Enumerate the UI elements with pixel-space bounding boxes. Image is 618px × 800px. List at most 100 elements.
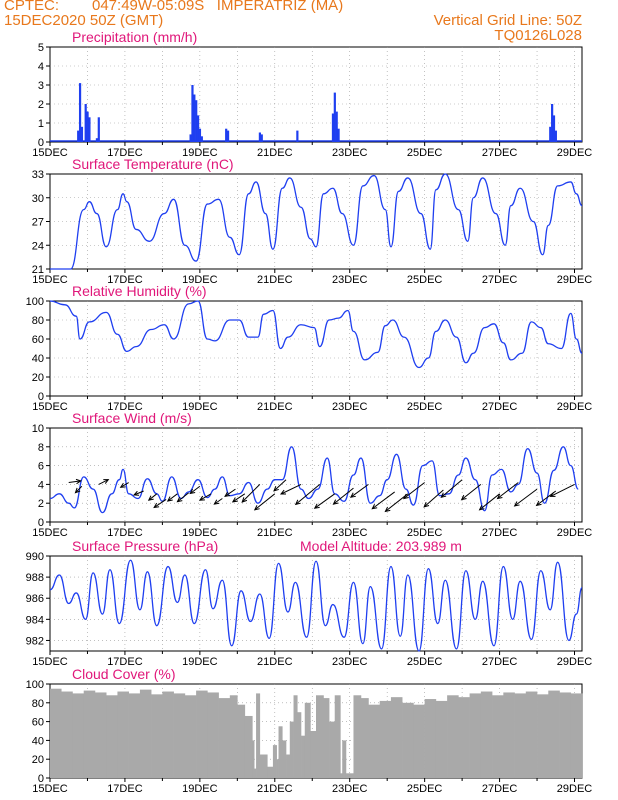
wind-arrow-head bbox=[332, 499, 339, 505]
x-tick-label: 17DEC bbox=[107, 527, 143, 539]
cloud-cover-column bbox=[173, 693, 186, 778]
x-tick-label: 23DEC bbox=[332, 656, 368, 668]
precip-bar bbox=[554, 130, 557, 142]
cloud-cover-column bbox=[304, 702, 311, 778]
wind-arrow-head bbox=[231, 497, 238, 503]
wind-arrow-head bbox=[440, 492, 447, 499]
panel-annotation: Model Altitude: 203.989 m bbox=[300, 538, 462, 554]
wind-arrow-head bbox=[119, 482, 126, 488]
cloud-cover-column bbox=[207, 692, 219, 778]
wind-arrow-shaft bbox=[148, 493, 158, 501]
y-tick-label: 4 bbox=[38, 61, 44, 73]
x-tick-label: 29DEC bbox=[557, 527, 593, 539]
cloud-cover-column bbox=[278, 726, 283, 778]
panel-frame bbox=[49, 46, 583, 143]
x-tick-label: 19DEC bbox=[182, 783, 218, 795]
wind-arrow-head bbox=[313, 503, 320, 509]
cloud-cover-column bbox=[94, 692, 107, 778]
precip-bar bbox=[551, 104, 554, 142]
x-tick-label: 17DEC bbox=[107, 147, 143, 159]
x-tick-label: 27DEC bbox=[482, 527, 518, 539]
relative-humidity-line bbox=[49, 300, 583, 369]
x-tick-label: 23DEC bbox=[332, 147, 368, 159]
precip-bar bbox=[552, 115, 556, 142]
cloud-cover-column bbox=[323, 698, 330, 778]
cloud-cover-column bbox=[469, 693, 482, 778]
wind-arrow-head bbox=[147, 495, 154, 501]
cloud-cover-column bbox=[151, 694, 163, 778]
y-tick-label: 24 bbox=[32, 240, 44, 252]
wind-arrow-shaft bbox=[214, 498, 223, 505]
wind-arrow-head bbox=[74, 487, 81, 494]
cloud-cover-column bbox=[353, 695, 362, 778]
wind-arrow-shaft bbox=[314, 493, 336, 509]
header-location: 047:49W-05:09S IMPERATRIZ (MA) bbox=[92, 0, 344, 14]
cloud-cover-column bbox=[345, 773, 351, 778]
cloud-cover-column bbox=[402, 702, 414, 778]
cloud-cover-column bbox=[360, 698, 369, 778]
precip-bar bbox=[331, 113, 335, 142]
x-tick-label: 17DEC bbox=[107, 401, 143, 413]
cloud-cover-column bbox=[256, 693, 261, 778]
cloud-cover-column bbox=[267, 766, 274, 778]
x-tick-label: 17DEC bbox=[107, 656, 143, 668]
header-center: CPTEC: bbox=[4, 0, 60, 14]
x-tick-label: 17DEC bbox=[107, 274, 143, 286]
cloud-cover-column bbox=[50, 688, 62, 778]
x-tick-label: 23DEC bbox=[332, 401, 368, 413]
x-tick-label: 25DEC bbox=[407, 527, 443, 539]
panel-title: Cloud Cover (%) bbox=[72, 666, 175, 682]
wind-arrow-shaft bbox=[75, 485, 83, 494]
precip-bar bbox=[335, 111, 338, 142]
wind-speed-line bbox=[49, 446, 579, 514]
y-tick-label: 80 bbox=[32, 315, 44, 327]
wind-arrow-head bbox=[279, 489, 287, 495]
cloud-cover-column bbox=[196, 690, 208, 778]
y-tick-label: 988 bbox=[26, 572, 44, 584]
cloud-cover-column bbox=[252, 740, 255, 778]
wind-arrow-shaft bbox=[479, 493, 500, 511]
x-tick-label: 19DEC bbox=[182, 274, 218, 286]
wind-arrow-head bbox=[513, 501, 520, 507]
x-tick-label: 25DEC bbox=[407, 656, 443, 668]
y-tick-label: 40 bbox=[32, 735, 44, 747]
cloud-cover-column bbox=[424, 699, 437, 778]
cloud-cover-column bbox=[379, 700, 392, 778]
wind-arrow-shaft bbox=[167, 493, 178, 502]
cloud-cover-column bbox=[559, 692, 572, 778]
wind-arrow-shaft bbox=[177, 492, 189, 503]
panel-surface-wind: 0 2 4 6 8 10 15DEC 17DEC 19DEC 21DEC 23DEC 25DEC 27D… bbox=[32, 410, 593, 539]
cloud-cover-column bbox=[301, 735, 306, 778]
precip-bar bbox=[86, 111, 89, 142]
y-tick-label: 27 bbox=[32, 217, 44, 229]
wind-arrow-head bbox=[294, 499, 301, 506]
panel-frame bbox=[49, 555, 583, 652]
x-tick-label: 15DEC bbox=[32, 147, 68, 159]
wind-arrow-shaft bbox=[273, 479, 287, 492]
cloud-cover-column bbox=[570, 693, 583, 778]
y-tick-label: 4 bbox=[38, 479, 44, 491]
y-tick-label: 3 bbox=[38, 80, 44, 92]
cloud-cover-column bbox=[162, 691, 174, 778]
x-tick-label: 27DEC bbox=[482, 147, 518, 159]
wind-arrow-head bbox=[198, 495, 205, 501]
cloud-cover-column bbox=[184, 695, 197, 778]
x-tick-label: 19DEC bbox=[182, 401, 218, 413]
cloud-cover-column bbox=[244, 715, 253, 778]
precip-bar bbox=[198, 128, 202, 142]
wind-arrow-head bbox=[213, 499, 220, 505]
cloud-cover-column bbox=[237, 704, 246, 778]
panel-title: Surface Temperature (nC) bbox=[72, 156, 234, 172]
wind-arrow-shaft bbox=[254, 493, 276, 511]
wind-arrow-head bbox=[535, 500, 542, 507]
precip-bar bbox=[189, 134, 192, 142]
wind-arrow-shaft bbox=[550, 483, 575, 497]
panel-relative-humidity: 0 20 40 60 80 100 15DEC 17DEC 19DEC 21DEC 23DEC 25D… bbox=[26, 283, 593, 413]
x-tick-label: 15DEC bbox=[32, 656, 68, 668]
precip-bar bbox=[226, 130, 230, 142]
wind-arrow-head bbox=[384, 506, 391, 513]
wind-arrow-head bbox=[166, 496, 173, 502]
precip-bar bbox=[77, 130, 80, 142]
wind-arrow-shaft bbox=[98, 479, 109, 485]
x-tick-label: 29DEC bbox=[557, 147, 593, 159]
